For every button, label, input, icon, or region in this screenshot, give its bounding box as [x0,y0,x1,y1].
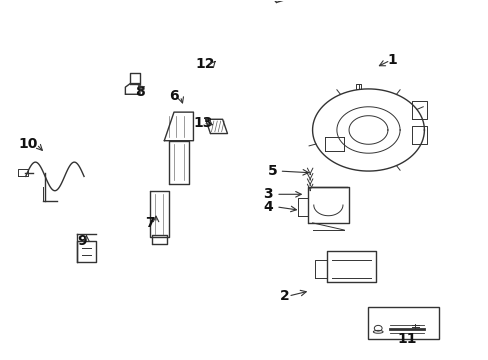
Text: 2: 2 [279,289,289,303]
Text: 7: 7 [144,216,154,230]
Text: 1: 1 [387,53,397,67]
Text: 13: 13 [193,116,212,130]
Bar [368,307,438,339]
Text: 11: 11 [397,332,416,346]
Text: 4: 4 [263,200,272,214]
Text: 3: 3 [263,187,272,201]
Text: 10: 10 [19,137,38,151]
Text: 12: 12 [196,57,215,71]
Text: 6: 6 [169,89,179,103]
Text: 9: 9 [77,234,86,248]
Text: 5: 5 [267,164,277,178]
Text: 8: 8 [135,85,144,99]
